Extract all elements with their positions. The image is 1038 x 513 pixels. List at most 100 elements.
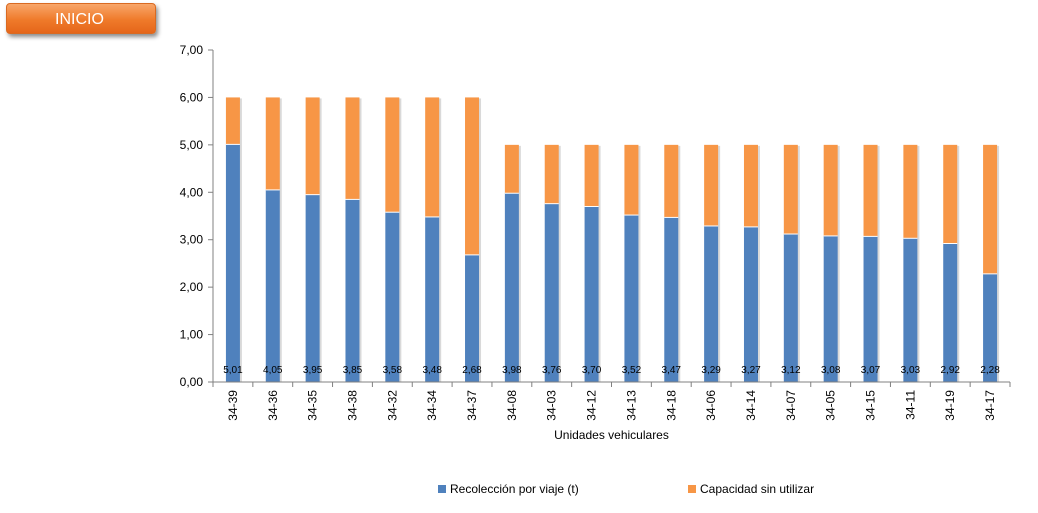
data-label: 2,92 [940, 365, 960, 376]
bar-recoleccion [704, 225, 719, 382]
data-label: 3,95 [303, 365, 323, 376]
bar-capacidad [664, 144, 679, 218]
x-tick-label: 34-38 [345, 390, 359, 421]
legend-label: Capacidad sin utilizar [700, 482, 814, 496]
bar-recoleccion [425, 216, 440, 382]
bar-capacidad [823, 144, 838, 236]
bar-capacidad [983, 144, 998, 274]
data-label: 2,68 [462, 365, 482, 376]
x-tick-label: 34-34 [425, 390, 439, 421]
x-tick-label: 34-13 [624, 390, 638, 421]
data-label: 3,03 [901, 365, 921, 376]
bar-recoleccion [504, 193, 519, 382]
data-label: 3,27 [741, 365, 761, 376]
x-axis: 34-39 34-36 34-35 34-38 34-32 34-34 34-37 34-08… [212, 381, 1011, 421]
bar-recoleccion [465, 254, 480, 382]
data-label: 3,58 [383, 365, 403, 376]
bar-capacidad [863, 144, 878, 237]
x-tick-label: 34-12 [585, 390, 599, 421]
y-tick-label: 7,00 [180, 43, 204, 57]
y-tick-label: 2,00 [180, 280, 204, 294]
x-tick-label: 34-37 [465, 390, 479, 421]
bar-recoleccion [584, 206, 599, 382]
bar-capacidad [943, 144, 958, 244]
x-tick-label: 34-35 [306, 390, 320, 421]
bar-capacidad [783, 144, 798, 235]
x-axis-title: Unidades vehiculares [554, 428, 669, 442]
data-label: 3,70 [582, 365, 602, 376]
x-tick-label: 34-32 [385, 390, 399, 421]
bar-capacidad [504, 144, 519, 194]
y-tick-label: 1,00 [180, 328, 204, 342]
bar-capacidad [704, 144, 719, 226]
legend-label: Recolección por viaje (t) [450, 482, 579, 496]
data-labels-group: 5,01 4,05 3,95 3,85 3,58 3,48 2,68 3,98 3,76 3,70… [223, 365, 1000, 376]
x-tick-label: 34-08 [505, 390, 519, 421]
bar-recoleccion [903, 238, 918, 382]
data-label: 5,01 [223, 365, 243, 376]
x-tick-label: 34-05 [824, 390, 838, 421]
bar-capacidad [265, 97, 280, 190]
data-label: 3,48 [422, 365, 442, 376]
bar-recoleccion [624, 215, 639, 382]
y-tick-label: 4,00 [180, 185, 204, 199]
y-tick-label: 5,00 [180, 138, 204, 152]
bar-capacidad [345, 97, 360, 200]
data-label: 3,29 [701, 365, 721, 376]
bars-group [225, 97, 1000, 382]
legend: Recolección por viaje (t) Capacidad sin u… [438, 482, 814, 496]
bar-capacidad [385, 97, 400, 213]
bar-recoleccion [345, 199, 360, 382]
x-tick-label: 34-17 [983, 390, 997, 421]
x-tick-label: 34-07 [784, 390, 798, 421]
x-tick-label: 34-11 [903, 390, 917, 420]
data-label: 3,07 [861, 365, 881, 376]
bar-recoleccion [983, 273, 998, 382]
x-tick-label: 34-15 [864, 390, 878, 421]
bar-recoleccion [863, 236, 878, 382]
bar-recoleccion [265, 189, 280, 382]
bar-capacidad [743, 144, 758, 227]
bar-recoleccion [664, 217, 679, 382]
legend-swatch [688, 485, 696, 493]
x-tick-label: 34-18 [664, 390, 678, 421]
x-tick-label: 34-03 [545, 390, 559, 421]
data-label: 3,12 [781, 365, 801, 376]
data-label: 3,85 [343, 365, 363, 376]
data-label: 3,47 [662, 365, 682, 376]
y-tick-label: 3,00 [180, 233, 204, 247]
bar-capacidad [465, 97, 480, 255]
bar-recoleccion [544, 203, 559, 382]
data-label: 3,98 [502, 365, 522, 376]
legend-swatch [438, 485, 446, 493]
bar-recoleccion [225, 144, 240, 382]
y-axis: 0,00 1,00 2,00 3,00 4,00 5,00 6,00 7,00 [180, 43, 214, 389]
x-tick-label: 34-39 [226, 390, 240, 421]
bar-capacidad [225, 97, 240, 145]
bar-capacidad [544, 144, 559, 204]
data-label: 3,76 [542, 365, 562, 376]
bar-capacidad [425, 97, 440, 217]
x-tick-label: 34-36 [266, 390, 280, 421]
bar-recoleccion [783, 234, 798, 382]
x-tick-label: 34-19 [943, 390, 957, 421]
bar-capacidad [624, 144, 639, 216]
data-label: 3,52 [622, 365, 642, 376]
data-label: 3,08 [821, 365, 841, 376]
inicio-button[interactable]: INICIO [6, 3, 156, 34]
bar-recoleccion [823, 235, 838, 382]
data-label: 2,28 [980, 365, 1000, 376]
bar-recoleccion [743, 226, 758, 382]
x-tick-label: 34-06 [704, 390, 718, 421]
x-tick-label: 34-14 [744, 390, 758, 421]
bar-recoleccion [305, 194, 320, 382]
bar-recoleccion [943, 243, 958, 382]
data-label: 4,05 [263, 365, 283, 376]
bar-capacidad [903, 144, 918, 239]
bar-capacidad [305, 97, 320, 195]
bar-capacidad [584, 144, 599, 207]
y-tick-label: 0,00 [180, 375, 204, 389]
bar-recoleccion [385, 212, 400, 382]
y-tick-label: 6,00 [180, 90, 204, 104]
